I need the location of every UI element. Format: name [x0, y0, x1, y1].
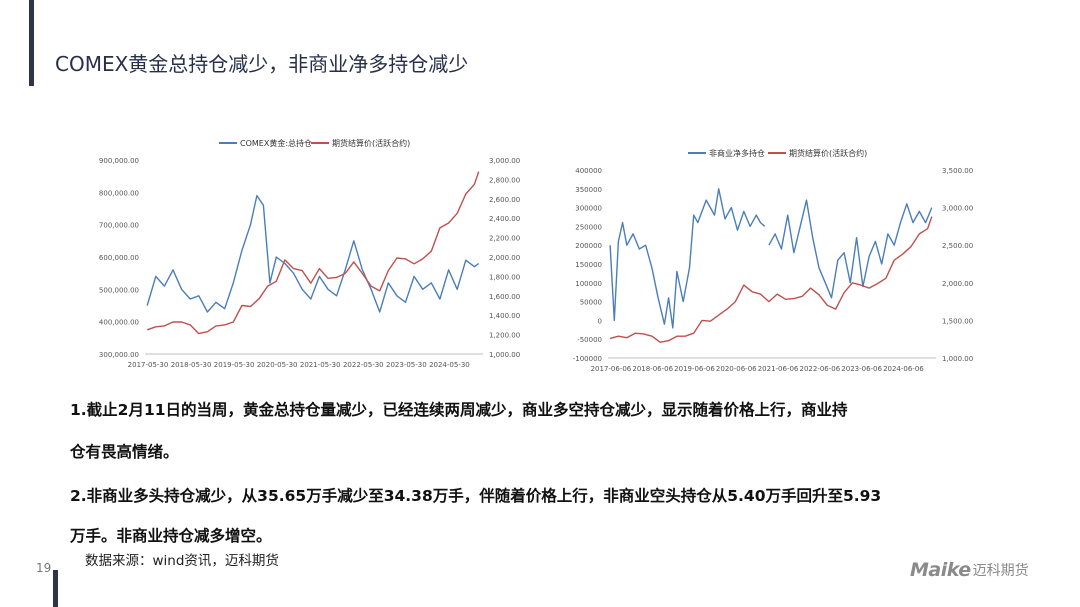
chart2-y-left-tick-label: 150000	[575, 261, 602, 269]
chart1-series-2-line	[146, 171, 480, 335]
chart2-series-1-line-seg-1	[609, 188, 766, 329]
chart2-y-right-tick-label: 3,500.00	[942, 167, 973, 175]
chart2-x-tick-label: 2020-06-06	[716, 365, 757, 373]
paragraph-1-line-1: 1.截止2月11日的当周，黄金总持仓量减少，已经连续两周减少，商业多空持仓减少，…	[70, 401, 848, 419]
chart1-y-left-tick-label: 300,000.00	[99, 351, 139, 359]
chart2-y-right-tick-label: 2,500.00	[942, 242, 973, 250]
chart1-x-tick-label: 2024-05-30	[429, 361, 470, 369]
chart1-y-right-tick-label: 1,200.00	[489, 332, 520, 340]
chart1-y-right-tick-label: 1,800.00	[489, 273, 520, 281]
chart2-y-left-tick-label: 250000	[575, 223, 602, 231]
chart2-y-left-tick-label: 200000	[575, 242, 602, 250]
chart1-y-right-tick-label: 1,600.00	[489, 293, 520, 301]
chart2-series-1-line-seg-2	[768, 199, 933, 299]
chart2-y-right-tick-label: 1,500.00	[942, 317, 973, 325]
data-source-note: 数据来源：wind资讯，迈科期货	[85, 553, 279, 569]
accent-bar-bottom	[53, 570, 58, 607]
chart1-y-right-tick-label: 1,000.00	[489, 351, 520, 359]
chart2-y-left-tick-label: 400000	[575, 167, 602, 175]
chart1-x-tick-label: 2017-05-30	[128, 361, 169, 369]
page-number: 19	[36, 561, 52, 575]
chart1-y-left-tick-label: 400,000.00	[99, 319, 139, 327]
chart1-x-tick-label: 2022-05-30	[343, 361, 384, 369]
chart1-y-left-tick-label: 800,000.00	[99, 189, 139, 197]
chart1-y-right-tick-label: 3,000.00	[489, 157, 520, 165]
chart2-y-right-tick-label: 1,000.00	[942, 355, 973, 363]
chart2-x-tick-label: 2024-06-06	[883, 365, 924, 373]
chart-comex-open-interest: COMEX黄金:总持仓 期货结算价(活跃合约) 300,000.00 400,00…	[99, 138, 520, 369]
chart1-y-right-tick-label: 2,400.00	[489, 215, 520, 223]
chart2-y-right-tick-label: 2,000.00	[942, 280, 973, 288]
chart1-x-tick-label: 2021-05-30	[300, 361, 341, 369]
chart1-x-tick-label: 2020-05-30	[257, 361, 298, 369]
chart1-x-tick-label: 2023-05-30	[386, 361, 427, 369]
chart1-y-left-tick-label: 600,000.00	[99, 254, 139, 262]
chart2-y-left-tick-label: 300000	[575, 205, 602, 213]
logo-text-cn: 迈科期货	[972, 563, 1029, 579]
chart1-y-right-tick-label: 2,000.00	[489, 254, 520, 262]
paragraph-2-line-1: 2.非商业多头持仓减少，从35.65万手减少至34.38万手，伴随着价格上行，非…	[70, 487, 882, 505]
chart2-x-tick-label: 2023-06-06	[841, 365, 882, 373]
chart1-y-right-tick-label: 2,600.00	[489, 196, 520, 204]
chart1-y-left-tick-label: 900,000.00	[99, 157, 139, 165]
accent-bar-top	[29, 0, 34, 86]
chart1-x-tick-label: 2018-05-30	[171, 361, 212, 369]
chart1-y-left-tick-label: 700,000.00	[99, 222, 139, 230]
chart1-legend-label-oi: COMEX黄金:总持仓	[240, 138, 312, 148]
chart2-y-right-tick-label: 3,000.00	[942, 205, 973, 213]
chart1-y-right-tick-label: 2,800.00	[489, 176, 520, 184]
chart1-legend-label-price: 期货结算价(活跃合约)	[332, 138, 410, 148]
company-logo: Maike 迈科期货	[910, 558, 1029, 582]
chart2-y-left-tick-label: -100000	[573, 355, 602, 363]
chart1-series-1-line	[146, 194, 480, 313]
chart2-x-tick-label: 2019-06-06	[674, 365, 715, 373]
chart2-series-2-line	[609, 216, 933, 343]
page-title: COMEX黄金总持仓减少，非商业净多持仓减少	[55, 52, 469, 76]
chart1-y-right-tick-label: 1,400.00	[489, 312, 520, 320]
paragraph-2-line-2: 万手。非商业持仓减多增空。	[70, 527, 272, 545]
paragraph-1-line-2: 仓有畏高情绪。	[70, 443, 179, 461]
chart2-x-tick-label: 2017-06-06	[591, 365, 632, 373]
chart2-legend-label-price: 期货结算价(活跃合约)	[789, 148, 867, 158]
chart2-x-tick-label: 2022-06-06	[799, 365, 840, 373]
chart-noncommercial-net-long: 非商业净多持仓 期货结算价(活跃合约) -100000 -50000 0 50000 1…	[573, 148, 973, 373]
chart1-y-left-tick-label: 500,000.00	[99, 286, 139, 294]
chart2-y-left-tick-label: 0	[598, 317, 602, 325]
chart2-legend-label-net: 非商业净多持仓	[709, 148, 765, 158]
chart2-legend: 非商业净多持仓 期货结算价(活跃合约)	[688, 148, 867, 158]
chart2-y-left-tick-label: 350000	[575, 186, 602, 194]
chart1-legend: COMEX黄金:总持仓 期货结算价(活跃合约)	[219, 138, 410, 148]
chart1-x-tick-label: 2019-05-30	[214, 361, 255, 369]
chart2-y-left-tick-label: -50000	[577, 336, 602, 344]
chart2-x-tick-label: 2018-06-06	[632, 365, 673, 373]
chart2-y-left-tick-label: 100000	[575, 280, 602, 288]
chart2-x-tick-label: 2021-06-06	[758, 365, 799, 373]
chart2-y-left-tick-label: 50000	[580, 299, 602, 307]
chart1-y-right-tick-label: 2,200.00	[489, 235, 520, 243]
logo-text-en: Maike	[910, 559, 971, 581]
